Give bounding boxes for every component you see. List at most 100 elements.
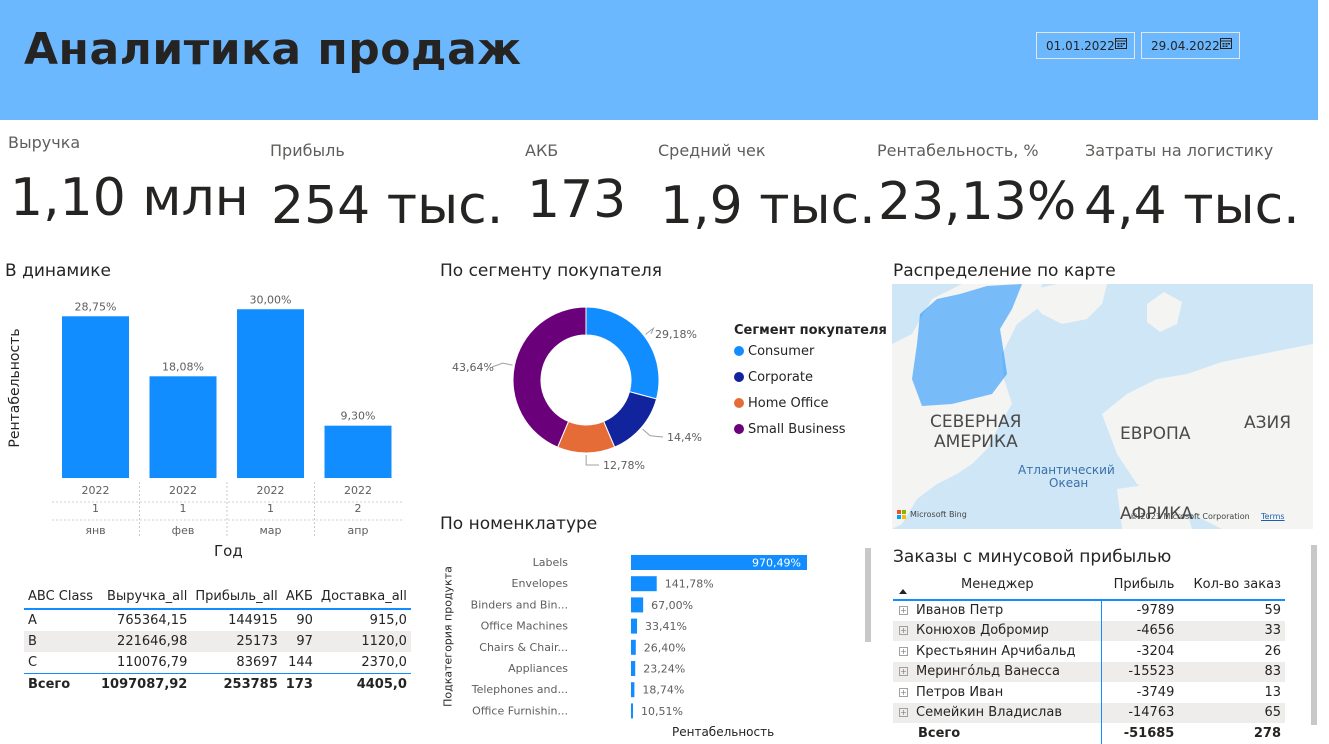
bar-data-label: 141,78%	[665, 578, 714, 591]
map-terms-link[interactable]: Terms	[1261, 512, 1285, 521]
orders-table: Менеджер Прибыль Кол-во заказ + Иванов Пе…	[893, 570, 1285, 744]
table-row[interactable]: + Крестьянин Арчибальд -3204 26	[893, 641, 1285, 662]
abc-col-delivery[interactable]: Доставка_all	[316, 585, 411, 610]
legend-dot-icon	[734, 424, 744, 434]
legend-label: Home Office	[748, 396, 829, 411]
x-tick-quarter: 1	[92, 502, 99, 515]
legend-item[interactable]: Consumer	[734, 344, 814, 359]
table-cell: 144	[288, 655, 313, 670]
manager-name: Конюхов Добромир	[916, 623, 1049, 639]
y-tick-label: Labels	[533, 556, 569, 569]
manager-name: Крестьянин Арчибальд	[916, 643, 1076, 659]
y-tick-label: Binders and Bin...	[471, 598, 568, 611]
bar	[631, 703, 633, 719]
map-bing-label: Microsoft Bing	[910, 510, 967, 519]
bar	[62, 316, 129, 478]
table-total-row: Всего -51685 278	[893, 723, 1285, 744]
calendar-icon[interactable]	[1220, 37, 1232, 49]
table-cell: 90	[296, 613, 313, 628]
table-cell: C	[28, 655, 38, 670]
table-cell: 25173	[191, 631, 282, 652]
donut-slice	[512, 306, 587, 448]
dynamics-xlabel: Год	[214, 542, 243, 560]
bar	[324, 425, 392, 478]
abc-col-akb[interactable]: АКБ	[281, 585, 317, 610]
kpi-margin-value: 23,13%	[878, 172, 1077, 232]
orders-scrollbar[interactable]	[1311, 545, 1317, 725]
donut-leader-line	[491, 362, 513, 368]
x-tick-month: мар	[259, 524, 281, 537]
table-cell: -14763	[1101, 702, 1179, 723]
expand-icon[interactable]: +	[899, 626, 908, 636]
table-cell: Всего	[24, 673, 97, 695]
legend-item[interactable]: Home Office	[734, 396, 828, 411]
kpi-profit-label: Прибыль	[270, 141, 345, 160]
bar-data-label: 9,30%	[341, 410, 376, 423]
dynamics-title: В динамике	[5, 261, 112, 281]
abc-col-revenue[interactable]: Выручка_all	[97, 585, 192, 610]
nomenclature-title: По номенклатуре	[440, 514, 598, 534]
expand-icon[interactable]: +	[899, 708, 908, 718]
abc-col-profit[interactable]: Прибыль_all	[191, 585, 282, 610]
map-label-africa: АФРИКА	[1120, 504, 1193, 524]
abc-col-class[interactable]: ABC Class	[24, 585, 97, 610]
table-row[interactable]: + Семейкин Владислав -14763 65	[893, 702, 1285, 723]
manager-name: Иванов Петр	[916, 603, 1004, 619]
expand-icon[interactable]: +	[899, 667, 908, 677]
donut-leader-line	[645, 326, 655, 335]
orders-col-count[interactable]: Кол-во заказ	[1178, 570, 1285, 601]
date-to-input[interactable]: 29.04.2022	[1141, 32, 1240, 59]
donut-data-label: 12,78%	[603, 459, 645, 472]
date-from-input[interactable]: 01.01.2022	[1036, 32, 1135, 59]
table-cell: -9789	[1136, 603, 1175, 619]
legend-dot-icon	[734, 346, 744, 356]
kpi-avg-check-value: 1,9 тыс.	[660, 176, 876, 236]
table-total-row: Всего 1097087,92 253785 173 4405,0	[24, 673, 411, 695]
bing-logo-icon	[897, 510, 907, 520]
donut-data-label: 29,18%	[655, 328, 697, 341]
bar-data-label: 10,51%	[641, 705, 683, 718]
bar	[631, 661, 636, 676]
segment-donut-chart: 29,18% 14,4% 12,78% 43,64%	[452, 306, 702, 472]
x-tick-year: 2022	[344, 484, 372, 497]
table-row[interactable]: + Меринго́льд Ванесса -15523 83	[893, 661, 1285, 682]
map-view[interactable]: СЕВЕРНАЯ АМЕРИКА ЕВРОПА АЗИЯ Атлантическ…	[892, 284, 1313, 529]
kpi-revenue-label: Выручка	[8, 133, 81, 152]
table-cell: 765364,15	[117, 613, 188, 628]
expand-icon[interactable]: +	[899, 687, 908, 697]
map-label-ocean1: Атлантический	[1018, 463, 1115, 477]
donut-slice	[585, 306, 660, 400]
segment-title: По сегменту покупателя	[440, 261, 662, 281]
kpi-margin-label: Рентабельность, %	[877, 141, 1039, 160]
table-row[interactable]: + Конюхов Добромир -4656 33	[893, 620, 1285, 641]
table-row[interactable]: + Петров Иван -3749 13	[893, 682, 1285, 703]
kpi-revenue-value: 1,10 млн	[10, 168, 249, 228]
orders-col-profit[interactable]: Прибыль	[1101, 570, 1179, 601]
bar-data-label: 67,00%	[651, 599, 693, 612]
header-banner	[0, 0, 1318, 120]
bar-data-label: 26,40%	[644, 641, 686, 654]
calendar-icon[interactable]	[1115, 37, 1127, 49]
legend-label: Corporate	[748, 370, 813, 385]
x-tick-quarter: 1	[180, 502, 187, 515]
table-cell: 278	[1253, 725, 1281, 741]
table-cell: 1120,0	[316, 631, 411, 652]
bar	[631, 597, 644, 613]
table-cell: B	[24, 631, 97, 652]
orders-title: Заказы с минусовой прибылью	[893, 547, 1172, 567]
expand-icon[interactable]: +	[899, 606, 908, 616]
table-row[interactable]: + Иванов Петр -9789 59	[893, 600, 1285, 621]
table-cell: -4656	[1101, 620, 1179, 641]
expand-icon[interactable]: +	[899, 646, 908, 656]
bar	[631, 682, 635, 698]
legend-item[interactable]: Corporate	[734, 370, 813, 385]
orders-col-manager[interactable]: Менеджер	[893, 570, 1102, 601]
table-cell: 83697	[236, 655, 278, 670]
kpi-logistics-value: 4,4 тыс.	[1084, 176, 1300, 236]
nomenclature-scrollbar[interactable]	[865, 548, 871, 642]
table-cell: 33	[1178, 620, 1285, 641]
date-to-value: 29.04.2022	[1151, 39, 1220, 53]
bar-data-label: 18,08%	[162, 360, 204, 373]
legend-item[interactable]: Small Business	[734, 422, 846, 437]
manager-name: Меринго́льд Ванесса	[916, 664, 1060, 680]
